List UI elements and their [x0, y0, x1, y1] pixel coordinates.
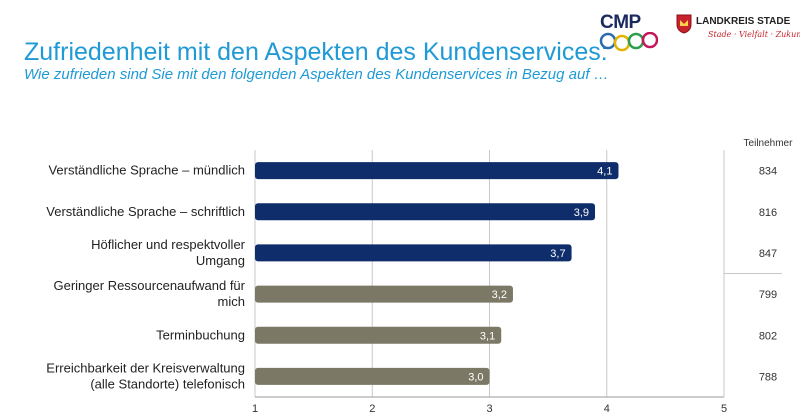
- bar-value-label: 3,7: [550, 248, 565, 260]
- participants-count: 834: [759, 166, 777, 178]
- bar: [255, 367, 490, 385]
- cmp-logo-text: CMP: [600, 12, 641, 33]
- bar-value-label: 3,2: [492, 289, 507, 301]
- bar: [255, 285, 513, 303]
- category-label: Verständliche Sprache – schriftlich: [46, 204, 245, 219]
- category-label: Umgang: [196, 253, 245, 268]
- page-title: Zufriedenheit mit den Aspekten des Kunde…: [24, 38, 608, 66]
- participants-count: 788: [759, 371, 777, 383]
- category-label: Terminbuchung: [156, 327, 245, 342]
- category-label: Verständliche Sprache – mündlich: [48, 163, 245, 178]
- page-subtitle: Wie zufrieden sind Sie mit den folgenden…: [24, 66, 609, 83]
- bar: [255, 203, 596, 221]
- category-label: Höflicher und respektvoller: [91, 237, 246, 252]
- category-label: (alle Standorte) telefonisch: [90, 376, 245, 391]
- bar-value-label: 3,0: [468, 371, 483, 383]
- bar-value-label: 3,9: [574, 207, 589, 219]
- participants-count: 802: [759, 330, 777, 342]
- bar-value-label: 3,1: [480, 330, 495, 342]
- cmp-logo-rings-icon: [599, 32, 658, 52]
- category-label: Geringer Ressourcenaufwand für: [54, 278, 246, 293]
- grid-layer: [254, 150, 782, 398]
- bars-layer: [255, 162, 619, 385]
- category-label: mich: [218, 294, 245, 309]
- x-tick-label: 5: [721, 403, 727, 415]
- x-tick-label: 1: [252, 403, 258, 415]
- bar-value-label: 4,1: [597, 166, 612, 178]
- participants-count: 816: [759, 207, 777, 219]
- participants-header: Teilnehmer: [744, 138, 794, 149]
- category-label: Erreichbarkeit der Kreisverwaltung: [46, 360, 245, 375]
- participants-count: 799: [759, 289, 777, 301]
- labels-layer: 1 2 3 4 5 Teilnehmer 4,1 Verständliche Sprache …: [46, 138, 793, 415]
- bar: [255, 244, 572, 262]
- landkreis-logo-text: LANDKREIS STADE: [696, 16, 791, 27]
- landkreis-crest-icon: [676, 14, 692, 34]
- bar: [255, 162, 619, 180]
- participants-count: 847: [759, 248, 777, 260]
- bar: [255, 326, 502, 344]
- x-tick-label: 4: [604, 403, 610, 415]
- logo-area: CMP LANDKREIS STADE Stade · Vielfalt · Z…: [598, 10, 800, 52]
- landkreis-slogan: Stade · Vielfalt · Zukunft: [708, 30, 800, 39]
- x-tick-label: 2: [369, 403, 375, 415]
- x-tick-label: 3: [486, 403, 492, 415]
